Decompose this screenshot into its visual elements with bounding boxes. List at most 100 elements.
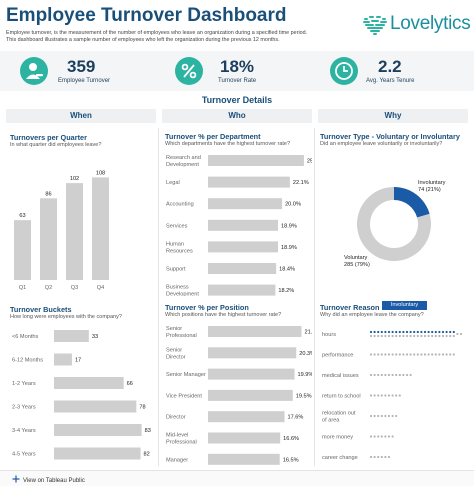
reason-dot [380, 435, 383, 438]
footer-bar: View on Tableau Public [0, 470, 474, 486]
involuntary-filter-badge[interactable]: Involuntary [382, 301, 427, 310]
reason-category-label: performance [322, 353, 353, 359]
reason-dot [373, 373, 376, 377]
tableau-public-link[interactable]: View on Tableau Public [12, 475, 85, 484]
reason-category-label: medical issues [322, 373, 359, 379]
panel-subtitle-reason: Why did an employee leave the company? [320, 312, 424, 318]
reason-dot [377, 435, 380, 438]
buckets-bar-chart: <6 Months 33 6-12 Months 17 1-2 Years 66 2-3 Y… [12, 330, 151, 460]
logo-heart-icon [363, 16, 387, 35]
reason-dot [373, 330, 376, 334]
description-line-2: This dashboard illustrates a sample numb… [6, 37, 280, 44]
reason-dot [438, 334, 441, 338]
reason-dot [416, 353, 419, 356]
department-bar-chart: Research andDevelopment25.9%Legal22.1%Ac… [166, 155, 312, 296]
position-bar [208, 432, 281, 444]
reason-dot [409, 373, 412, 377]
reason-dot [434, 330, 437, 334]
clock-icon [330, 57, 358, 85]
bucket-value-label: 83 [145, 428, 151, 434]
department-bar [208, 284, 276, 296]
reason-dot [427, 353, 430, 356]
tableau-logo-icon [12, 475, 20, 483]
reason-dot [441, 353, 445, 356]
reason-dot [438, 353, 441, 356]
reason-dot [398, 353, 401, 356]
department-bar [208, 241, 278, 253]
reason-dot [391, 373, 394, 377]
reason-dot [398, 373, 401, 377]
position-category-label: Director [166, 415, 186, 421]
reason-dot [373, 414, 376, 418]
panel-subtitle-buckets: How long were employees with the company… [10, 314, 122, 320]
reason-dot [427, 330, 430, 334]
department-value-label: 20.0% [285, 202, 301, 208]
department-category-label: Legal [166, 180, 180, 186]
lovelytics-logo[interactable]: Lovelytics [362, 12, 471, 38]
reason-dot [449, 330, 452, 334]
reason-dot [420, 334, 423, 338]
position-category-label: Mid-level [166, 433, 188, 439]
reason-dot [380, 353, 383, 356]
reason-dot [445, 334, 448, 338]
reason-dot [398, 394, 401, 397]
department-bar [208, 219, 278, 231]
position-value-label: 20.3% [299, 351, 312, 357]
position-category-label: Manager [166, 457, 188, 463]
donut-label-name: Involuntary [418, 180, 446, 186]
reason-dot [402, 373, 405, 377]
reason-dot [391, 394, 394, 397]
reason-dot [434, 334, 437, 338]
reason-dot [380, 373, 383, 377]
department-value-label: 18.4% [279, 267, 295, 273]
panel-subtitle-department: Which departments have the highest turno… [165, 141, 291, 147]
panel-title-department: Turnover % per Department [165, 132, 261, 141]
reason-dot [369, 394, 373, 397]
position-category-label: Senior Manager [166, 372, 206, 378]
reason-dot [369, 455, 373, 459]
quarter-value-label: 108 [96, 170, 105, 176]
reason-dot [398, 330, 401, 334]
quarter-tick-label: Q3 [71, 285, 78, 291]
position-category-label: Senior [166, 326, 182, 332]
reason-dot [452, 353, 455, 356]
reason-dot [391, 334, 394, 338]
panel-title-reason: Turnover Reason [320, 303, 380, 312]
reason-dot [413, 353, 416, 356]
bucket-value-label: 78 [139, 405, 145, 411]
reason-dot [459, 332, 463, 336]
reason-dot [420, 353, 423, 356]
department-bar [208, 263, 277, 274]
reason-dot [431, 353, 434, 356]
bucket-bar [54, 353, 72, 366]
bucket-value-label: 82 [144, 452, 150, 458]
reason-category-label: return to school [322, 394, 361, 400]
kpi-label-tenure: Avg. Years Tenure [366, 78, 415, 84]
department-category-label: Human [166, 241, 184, 247]
bucket-category-label: 1-2 Years [12, 381, 36, 387]
department-bar [208, 198, 283, 210]
reason-category-label: career change [322, 455, 358, 461]
reason-dot [369, 353, 373, 356]
reason-dot [387, 435, 391, 438]
position-value-label: 16.6% [283, 436, 299, 442]
reason-dot [391, 330, 394, 334]
reason-dot [387, 455, 391, 459]
reason-dot [409, 334, 412, 338]
section-title: Turnover Details [201, 95, 273, 105]
reason-dot [398, 334, 401, 338]
donut-slice-involuntary [394, 187, 430, 218]
quarter-value-label: 86 [45, 191, 51, 197]
department-value-label: 18.9% [281, 223, 297, 229]
reason-dot [369, 373, 373, 377]
reason-dot [384, 330, 387, 334]
reason-dot [377, 394, 380, 397]
reason-category-label: hours [322, 332, 336, 338]
kpi-value-tenure: 2.2 [378, 57, 402, 76]
position-bar [208, 326, 302, 337]
percent-icon [175, 57, 203, 85]
quarter-value-label: 63 [19, 213, 25, 219]
department-category-label: Research and [166, 155, 201, 161]
reason-dot [405, 353, 409, 356]
department-category-label: Development [166, 162, 199, 168]
